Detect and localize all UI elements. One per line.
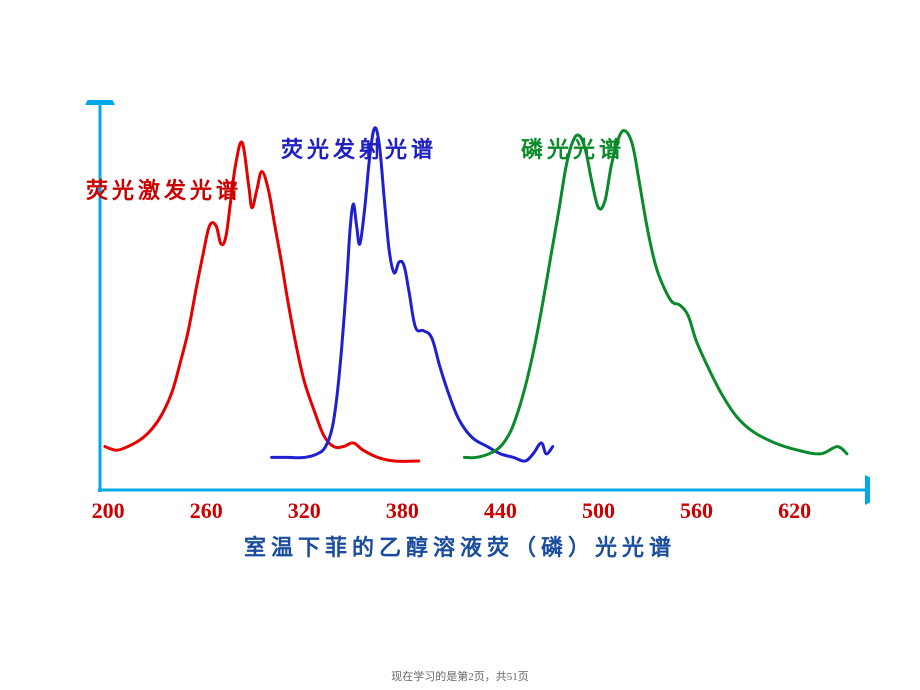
excitation-label: 荧光激发光谱 (86, 173, 242, 205)
x-tick-500: 500 (582, 498, 615, 524)
x-tick-380: 380 (386, 498, 419, 524)
page-footer: 现在学习的是第2页，共51页 (391, 668, 529, 684)
x-tick-200: 200 (92, 498, 125, 524)
phosphorescence-label: 磷光光谱 (521, 132, 625, 164)
emission-label: 荧光发射光谱 (281, 132, 437, 164)
x-tick-440: 440 (484, 498, 517, 524)
x-tick-320: 320 (288, 498, 321, 524)
x-tick-260: 260 (190, 498, 223, 524)
x-tick-560: 560 (680, 498, 713, 524)
phosphorescence-curve (464, 130, 846, 457)
spectrum-chart (70, 100, 870, 530)
x-axis-title: 室温下菲的乙醇溶液荧（磷）光光谱 (244, 530, 676, 562)
x-tick-620: 620 (778, 498, 811, 524)
chart-svg (70, 100, 870, 530)
